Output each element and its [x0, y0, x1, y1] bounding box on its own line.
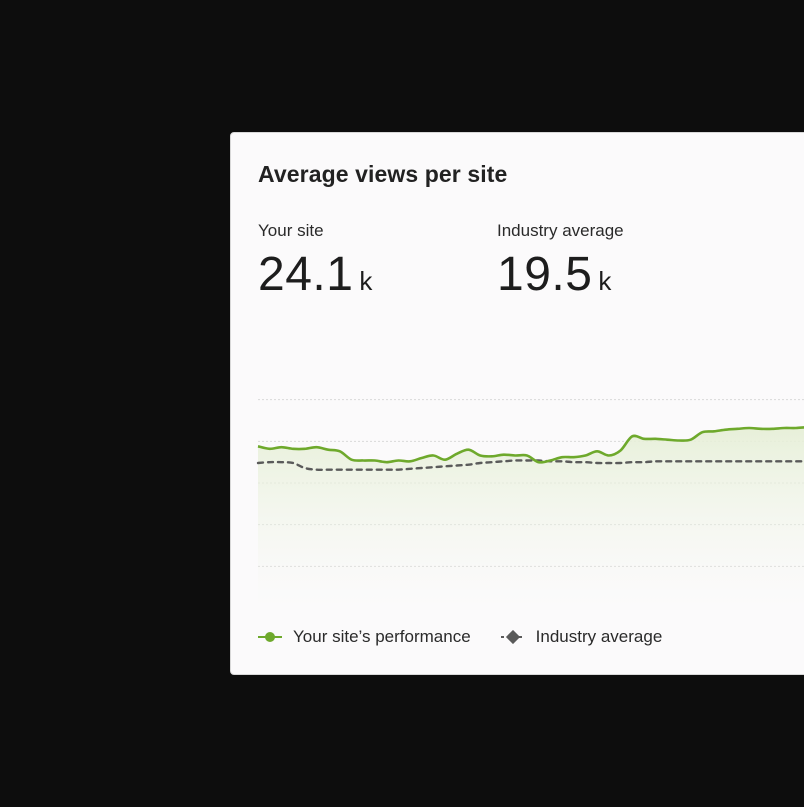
your-site-unit: k — [359, 266, 373, 296]
series-line-your-site — [257, 426, 804, 464]
circle-icon — [258, 632, 282, 642]
industry-value-row: 19.5 k — [497, 247, 624, 302]
legend-item-your-site[interactable]: Your site’s performance — [258, 627, 471, 647]
your-site-label: Your site — [258, 221, 324, 240]
legend-item-industry[interactable]: Industry average — [500, 627, 663, 647]
card-title: Average views per site — [258, 161, 508, 187]
chart-series-layer — [256, 426, 804, 471]
chart-card: Average views per site Your site 24.1 k I… — [230, 132, 804, 675]
legend-label-industry: Industry average — [535, 627, 663, 646]
your-site-value-row: 24.1 k — [258, 247, 372, 302]
industry-stat: Industry average 19.5 k — [497, 221, 624, 302]
series-line-industry — [256, 459, 804, 471]
legend-label-your-site: Your site’s performance — [293, 627, 471, 646]
industry-unit: k — [598, 266, 612, 296]
diamond-icon — [500, 630, 525, 644]
line-chart — [256, 399, 804, 608]
industry-label: Industry average — [497, 221, 624, 240]
chart-area-layer — [258, 427, 804, 608]
industry-value: 19.5 — [497, 248, 593, 301]
your-site-stat: Your site 24.1 k — [258, 221, 372, 302]
chart-legend: Your site’s performance Industry average — [258, 627, 692, 647]
your-site-value: 24.1 — [258, 248, 354, 301]
series-area-your-site — [258, 427, 804, 608]
